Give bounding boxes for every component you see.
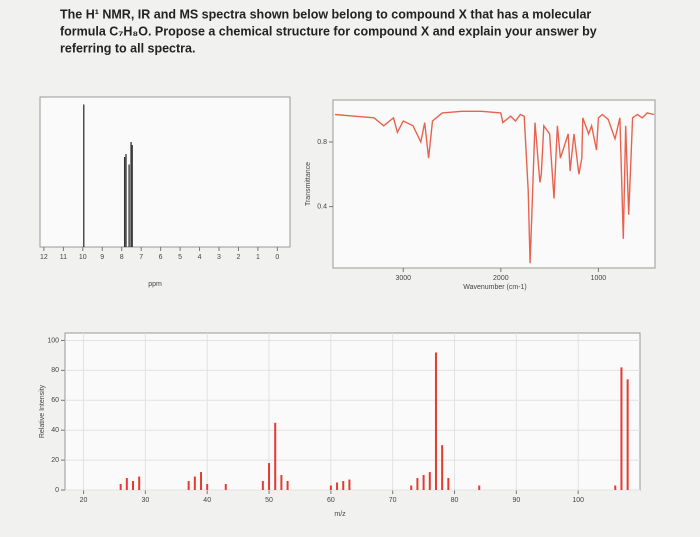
spectrum-line: [334, 110, 655, 264]
y-tick-label: 100: [47, 337, 59, 344]
y-tick-label: 60: [51, 397, 59, 404]
question-line: The H¹ NMR, IR and MS spectra shown belo…: [60, 7, 591, 21]
x-tick-label: 30: [141, 497, 149, 504]
question-line: referring to all spectra.: [60, 41, 195, 55]
plot-frame: [64, 332, 641, 491]
y-tick-label: 20: [51, 457, 59, 464]
x-tick-label: 10: [79, 254, 87, 261]
x-tick-label: 3000: [395, 275, 411, 282]
question-line: formula C₇H₈O. Propose a chemical struct…: [60, 24, 597, 38]
x-tick-label: 9: [100, 254, 104, 261]
x-tick-label: 90: [512, 497, 520, 504]
y-tick-label: 0.8: [317, 139, 327, 146]
y-axis-label: Transmittance: [305, 162, 312, 206]
x-axis-label: Wavenumber (cm-1): [463, 284, 527, 291]
x-tick-label: 20: [80, 497, 88, 504]
x-tick-label: 8: [120, 254, 124, 261]
x-tick-label: 60: [327, 497, 335, 504]
plot-frame: [39, 96, 291, 248]
x-tick-label: 2000: [493, 275, 509, 282]
y-tick-label: 40: [51, 427, 59, 434]
x-tick-label: 4: [198, 254, 202, 261]
x-tick-label: 11: [60, 254, 67, 261]
x-tick-label: 70: [389, 497, 397, 504]
plot-frame: [332, 99, 656, 269]
x-axis-label: ppm: [148, 281, 162, 288]
x-axis-label: m/z: [334, 511, 346, 518]
x-tick-label: 2: [236, 254, 240, 261]
x-tick-label: 5: [178, 254, 182, 261]
x-tick-label: 3: [217, 254, 221, 261]
y-tick-label: 80: [51, 367, 59, 374]
y-tick-label: 0: [55, 487, 59, 494]
x-tick-label: 0: [275, 254, 279, 261]
x-tick-label: 80: [451, 497, 459, 504]
x-tick-label: 12: [40, 254, 48, 261]
x-tick-label: 50: [265, 497, 273, 504]
x-tick-label: 40: [203, 497, 211, 504]
x-tick-label: 1: [256, 254, 260, 261]
x-tick-label: 7: [139, 254, 143, 261]
x-tick-label: 100: [572, 497, 584, 504]
y-tick-label: 0.4: [317, 203, 327, 210]
x-tick-label: 6: [159, 254, 163, 261]
y-axis-label: Relative Intensity: [39, 384, 46, 438]
x-tick-label: 1000: [591, 275, 607, 282]
